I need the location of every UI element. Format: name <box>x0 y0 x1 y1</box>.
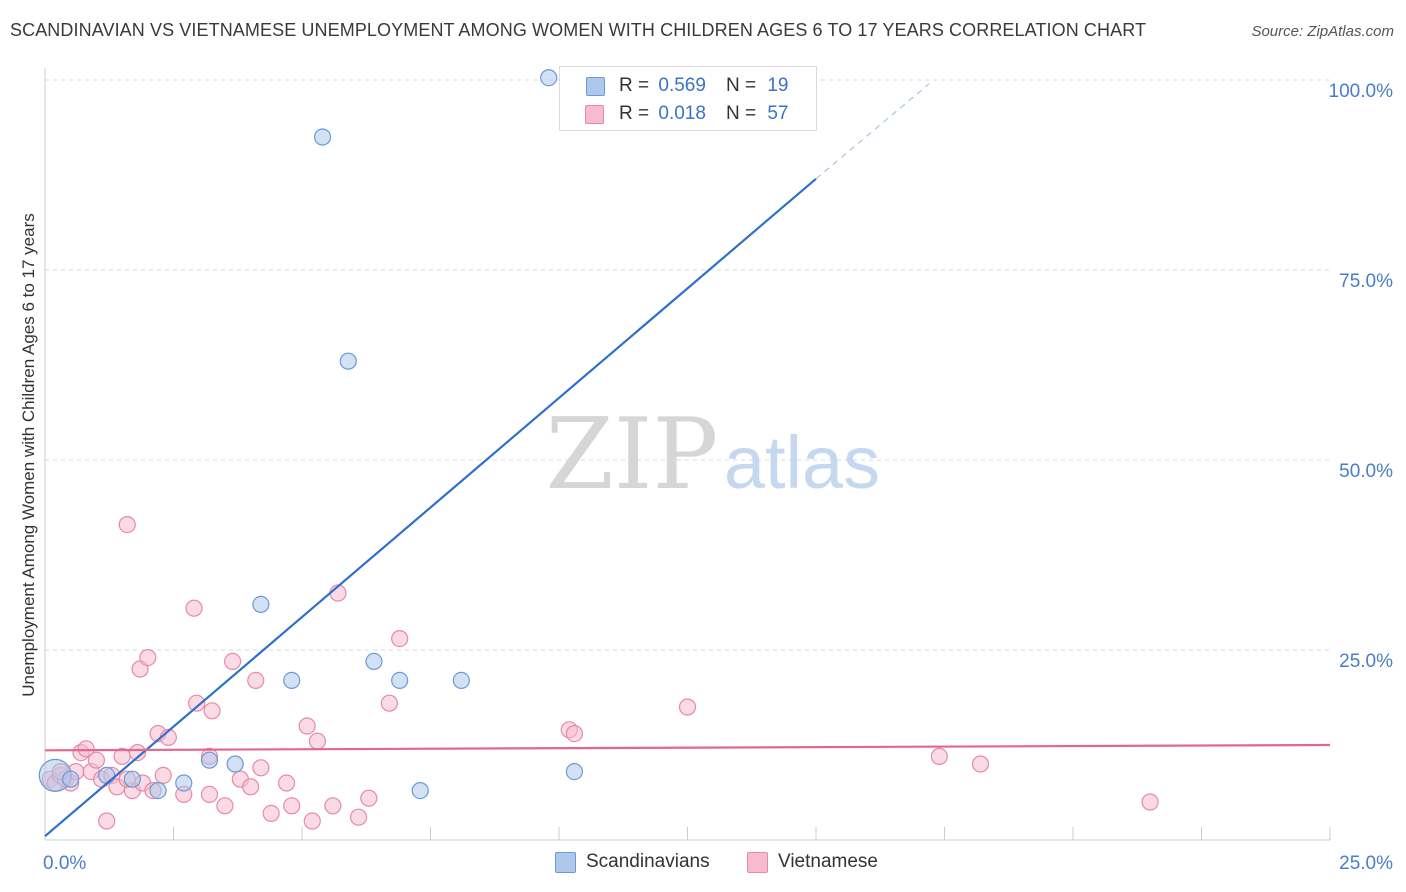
n-value: 19 <box>767 75 789 96</box>
vietnamese-point <box>324 797 342 815</box>
vietnamese-point <box>242 778 260 796</box>
n-value: 57 <box>767 103 789 124</box>
vietnamese-point <box>360 789 378 807</box>
vietnamese-point <box>139 648 157 667</box>
vietnamese-point <box>298 717 316 735</box>
tick-labels: 25.0% 50.0% 75.0% 100.0% 0.0% 25.0% <box>43 81 1393 874</box>
legend-vietnamese[interactable]: Vietnamese <box>747 851 878 873</box>
scandinavian-trend-extension <box>815 83 930 180</box>
vietnamese-point <box>185 599 203 617</box>
vietnamese-point <box>247 671 265 690</box>
scandinavian-point <box>252 595 270 614</box>
grid-lines <box>45 79 1330 651</box>
vietnamese-point <box>349 808 368 826</box>
scandinavian-swatch <box>586 76 605 96</box>
vietnamese-point <box>77 740 95 758</box>
scandinavian-point <box>391 671 409 690</box>
axes <box>44 68 1331 841</box>
y-tick-label: 50.0% <box>1339 461 1393 482</box>
scandinavian-point <box>365 652 383 671</box>
vietnamese-point <box>380 694 398 712</box>
vietnamese-point <box>87 751 106 769</box>
watermark-atlas: atlas <box>724 421 880 504</box>
vietnamese-point <box>1141 793 1159 811</box>
legend-vietnamese-label: Vietnamese <box>778 851 878 872</box>
vietnamese-point <box>262 804 280 823</box>
r-label: R = <box>619 103 650 124</box>
x-tick-label: 25.0% <box>1339 853 1393 874</box>
vietnamese-point <box>971 755 990 773</box>
vietnamese-legend-swatch <box>747 851 768 873</box>
vietnamese-point <box>203 702 221 720</box>
vietnamese-point <box>565 724 584 743</box>
scandinavian-points <box>38 69 589 800</box>
vietnamese-point <box>283 797 301 815</box>
r-label: R = <box>619 75 650 96</box>
y-tick-label: 75.0% <box>1339 271 1393 292</box>
vietnamese-point <box>277 774 296 792</box>
scandinavian-point <box>175 774 193 792</box>
watermark: ZIP atlas <box>546 398 881 512</box>
vietnamese-point <box>930 747 948 766</box>
scandinavian-point <box>565 762 584 781</box>
y-tick-label: 25.0% <box>1339 651 1393 672</box>
vietnamese-point <box>188 694 206 712</box>
vietnamese-point <box>308 732 327 750</box>
scandinavian-point <box>123 770 141 788</box>
watermark-zip: ZIP <box>546 398 719 512</box>
scandinavian-point <box>411 781 429 800</box>
scandinavian-point <box>226 755 244 773</box>
r-value: 0.569 <box>658 75 706 96</box>
r-value: 0.018 <box>658 103 706 124</box>
vietnamese-point <box>391 629 409 648</box>
correlation-legend: R = 0.569 N = 19 R = 0.018 N = 57 <box>559 66 817 131</box>
scandinavian-point <box>98 766 116 785</box>
scandinavian-point <box>62 770 80 788</box>
legend-scandinavians-label: Scandinavians <box>586 851 710 872</box>
scandinavian-point <box>452 671 470 690</box>
scandinavian-point <box>540 69 558 87</box>
vietnamese-point <box>118 515 136 534</box>
source-label: Source: ZipAtlas.com <box>1251 23 1394 40</box>
scandinavian-point <box>339 352 357 370</box>
scandinavian-point <box>149 781 167 800</box>
vietnamese-point <box>216 797 234 815</box>
scandinavian-point <box>283 671 301 690</box>
scandinavian-point <box>200 751 219 769</box>
vietnamese-point <box>303 812 321 830</box>
chart-title: SCANDINAVIAN VS VIETNAMESE UNEMPLOYMENT … <box>10 20 1147 40</box>
trend-lines <box>44 83 1331 838</box>
vietnamese-point <box>154 766 172 785</box>
vietnamese-trend-line <box>44 743 1331 752</box>
vietnamese-point <box>200 785 219 804</box>
n-label: N = <box>725 75 757 96</box>
n-label: N = <box>725 103 757 124</box>
x-tick-label: 0.0% <box>43 853 86 874</box>
scandinavian-legend-swatch <box>555 851 576 873</box>
legend-scandinavians[interactable]: Scandinavians <box>555 851 710 873</box>
vietnamese-point <box>98 812 116 830</box>
vietnamese-point <box>252 759 270 777</box>
scandinavian-trend-line <box>44 177 817 838</box>
legend-row-scandinavians: R = 0.569 N = 19 <box>586 73 788 99</box>
legend-row-vietnamese: R = 0.018 N = 57 <box>585 101 789 127</box>
vietnamese-point <box>678 698 697 716</box>
vietnamese-point <box>128 743 147 762</box>
scandinavian-point <box>313 128 332 146</box>
vietnamese-point <box>224 652 242 671</box>
vietnamese-points <box>41 515 1159 830</box>
y-tick-label: 100.0% <box>1329 81 1394 102</box>
vietnamese-swatch <box>585 104 604 124</box>
